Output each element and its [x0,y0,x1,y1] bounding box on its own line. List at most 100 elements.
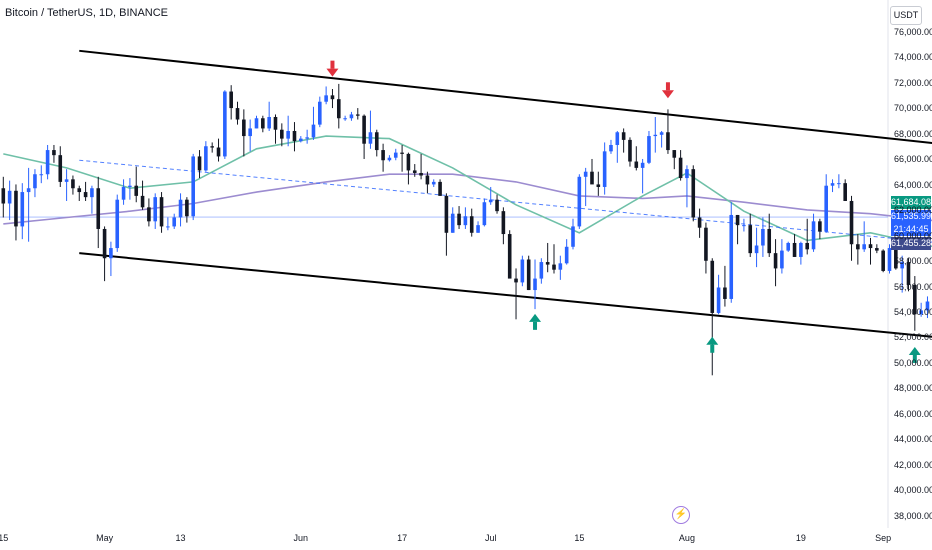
candle-body [894,248,898,269]
candle-body [311,124,316,138]
currency-badge[interactable]: USDT [890,6,922,25]
x-tick-label: 13 [175,533,186,543]
candle-body [533,278,537,291]
candle-body [286,130,290,139]
y-tick-label: 70,000.00 [894,103,932,114]
y-tick-label: 46,000.00 [894,408,932,419]
candle-body [349,114,354,119]
candle-body [318,101,322,125]
top-arrow-head [326,68,339,77]
candle-body [128,185,132,187]
candle-body [792,242,797,257]
candle-body [634,161,639,168]
candle-body [640,162,645,168]
candle-body [488,199,493,203]
candle-body [539,262,544,279]
y-tick-label: 42,000.00 [894,459,932,470]
candle-body [482,202,487,226]
candle-body [476,225,480,233]
candle-body [748,225,753,254]
candle-body [121,186,126,200]
candle-body [374,132,379,151]
candle-body [223,91,227,157]
candle-body [172,217,177,227]
candle-body [109,248,113,259]
candle-body [248,128,252,137]
candle-body [672,150,677,158]
candle-body [58,155,63,182]
candle-body [659,132,664,135]
candle-body [261,118,265,129]
candle-body [299,138,303,142]
y-tick-label: 40,000.00 [894,485,932,496]
candle-body [71,179,75,189]
candle-body [507,234,512,279]
bottom-arrow-shaft [533,321,538,330]
candle-body [362,115,366,144]
candle-body [412,170,417,173]
candle-body [381,150,385,161]
y-tick-label: 52,000.00 [894,332,932,343]
x-tick-label: 19 [795,533,806,543]
lightning-icon[interactable]: ⚡ [672,506,690,524]
candle-body [773,253,778,269]
candle-body [355,114,360,116]
candle-body [602,151,607,187]
candle-body [875,248,879,251]
channel-midline [79,159,932,243]
bottom-arrow-shaft [912,354,917,363]
top-arrow-shaft [665,82,670,91]
top-arrow-head [661,90,674,99]
candle-body [830,183,835,186]
candle-body [666,132,670,151]
candle-body [786,242,791,251]
candle-body [204,146,208,171]
y-tick-label: 64,000.00 [894,179,932,190]
x-tick-label: Aug [678,533,695,543]
candle-body [26,188,31,193]
candle-body [90,188,94,198]
candle-body [39,174,44,176]
x-tick-label: Sep [875,533,892,543]
bottom-arrow-shaft [710,344,715,353]
x-tick-label: 17 [397,533,408,543]
candle-body [292,130,297,142]
candle-body [166,226,170,228]
candle-body [862,244,866,250]
candle-body [615,132,620,145]
candle-body [147,207,151,222]
candle-body [913,284,917,315]
candle-body [925,301,930,311]
candle-body [761,228,765,246]
candle-body [242,119,246,137]
candle-body [805,242,810,250]
candle-body [33,174,37,189]
candle-body [368,132,373,144]
candle-body [919,310,923,315]
candle-body [235,108,240,120]
candle-body [469,216,474,233]
candle-body [577,176,582,227]
candle-body [229,91,233,109]
y-tick-label: 66,000.00 [894,154,932,165]
candle-body [767,228,772,254]
candle-body [678,157,683,179]
candle-body [159,197,164,227]
candle-body [691,169,696,218]
candle-body [77,188,82,193]
candle-body [14,190,18,227]
y-tick-label: 60,000.00 [894,230,932,241]
candle-body [824,185,828,232]
candle-body [393,152,398,158]
chart-title: Bitcoin / TetherUS, 1D, BINANCE [5,7,169,19]
candle-body [596,184,601,187]
countdown-tag: 21:44:45 [891,223,931,236]
candle-body [900,262,904,269]
candle-body [52,150,56,156]
slow-moving-average [3,173,932,225]
candle-body [343,118,347,120]
y-tick-label: 44,000.00 [894,434,932,445]
y-tick-label: 74,000.00 [894,52,932,63]
